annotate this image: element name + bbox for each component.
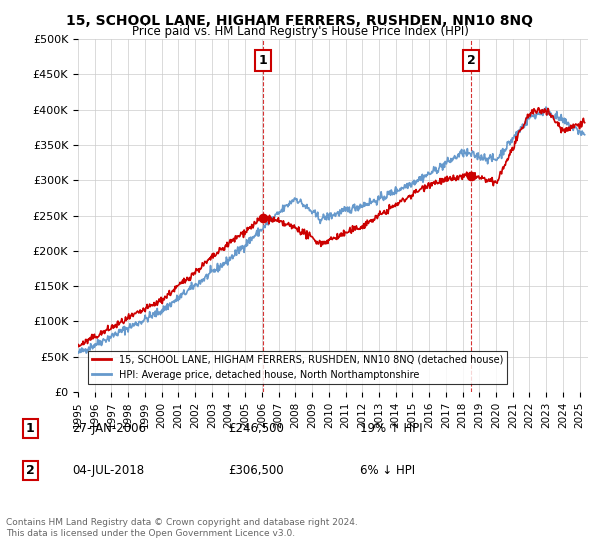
Text: 04-JUL-2018: 04-JUL-2018: [72, 464, 144, 477]
Text: £306,500: £306,500: [228, 464, 284, 477]
Text: 27-JAN-2006: 27-JAN-2006: [72, 422, 146, 435]
Text: Contains HM Land Registry data © Crown copyright and database right 2024.
This d: Contains HM Land Registry data © Crown c…: [6, 518, 358, 538]
Text: 19% ↑ HPI: 19% ↑ HPI: [360, 422, 422, 435]
Text: 15, SCHOOL LANE, HIGHAM FERRERS, RUSHDEN, NN10 8NQ: 15, SCHOOL LANE, HIGHAM FERRERS, RUSHDEN…: [67, 14, 533, 28]
Text: Price paid vs. HM Land Registry's House Price Index (HPI): Price paid vs. HM Land Registry's House …: [131, 25, 469, 38]
Text: 2: 2: [467, 54, 475, 67]
Text: 6% ↓ HPI: 6% ↓ HPI: [360, 464, 415, 477]
Text: 1: 1: [259, 54, 268, 67]
Text: 1: 1: [26, 422, 34, 435]
Legend: 15, SCHOOL LANE, HIGHAM FERRERS, RUSHDEN, NN10 8NQ (detached house), HPI: Averag: 15, SCHOOL LANE, HIGHAM FERRERS, RUSHDEN…: [88, 351, 508, 384]
Text: £246,500: £246,500: [228, 422, 284, 435]
Text: 2: 2: [26, 464, 34, 477]
